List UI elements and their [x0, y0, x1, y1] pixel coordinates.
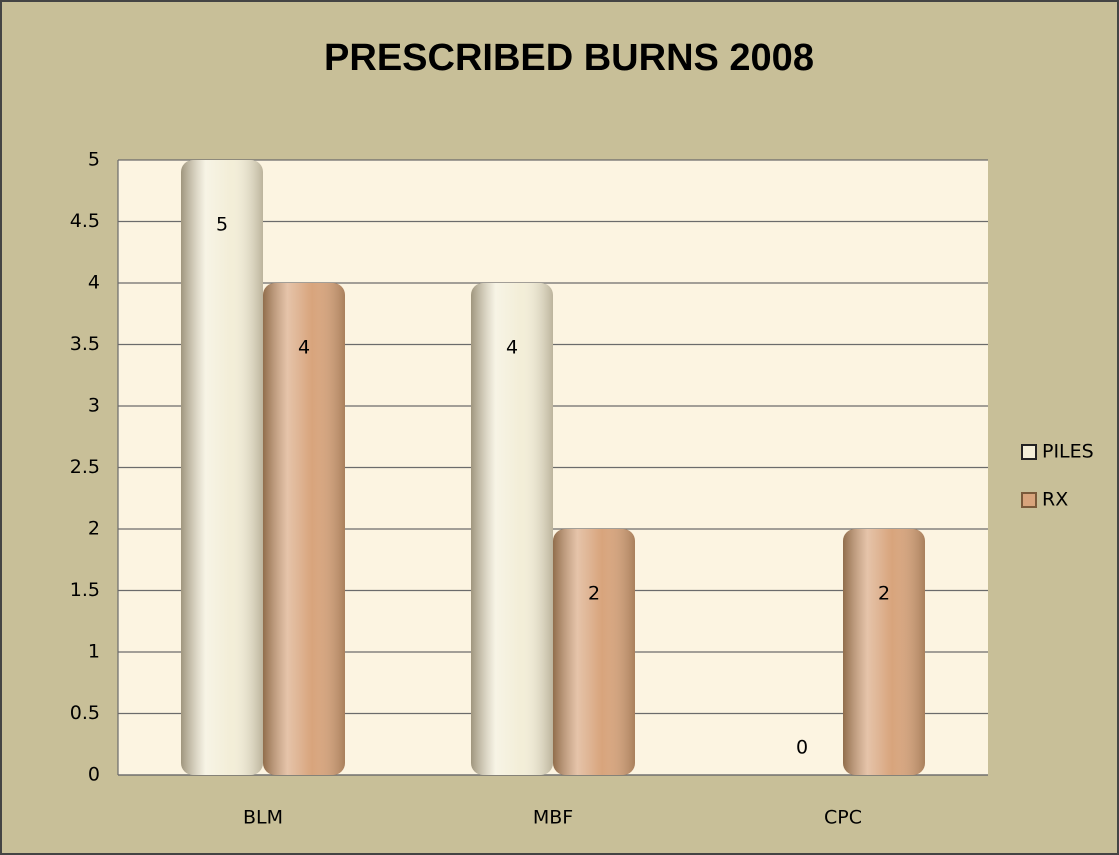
x-tick-label: BLM: [243, 807, 283, 829]
data-label: 5: [216, 214, 228, 236]
y-tick-label: 2: [88, 518, 100, 540]
y-tick-label: 4: [88, 272, 100, 294]
bar: [181, 160, 263, 775]
bar: [843, 529, 925, 775]
y-tick-label: 1.5: [70, 579, 100, 601]
bar: [553, 529, 635, 775]
legend-swatch: [1021, 492, 1037, 508]
y-tick-label: 0.5: [70, 702, 100, 724]
legend-label: PILES: [1042, 441, 1094, 463]
data-label: 2: [588, 583, 600, 605]
data-label: 4: [298, 337, 310, 359]
data-label: 4: [506, 337, 518, 359]
legend-label: RX: [1042, 489, 1068, 511]
y-tick-label: 2.5: [70, 456, 100, 478]
x-tick-label: CPC: [824, 807, 862, 829]
y-tick-label: 3: [88, 395, 100, 417]
legend-swatch: [1021, 444, 1037, 460]
y-tick-label: 0: [88, 764, 100, 786]
y-tick-label: 4.5: [70, 210, 100, 232]
y-tick-label: 3.5: [70, 333, 100, 355]
y-tick-label: 5: [88, 149, 100, 171]
data-label: 2: [878, 583, 890, 605]
data-label: 0: [796, 737, 808, 759]
y-tick-label: 1: [88, 641, 100, 663]
chart-title: PRESCRIBED BURNS 2008: [324, 37, 814, 79]
x-tick-label: MBF: [533, 807, 573, 829]
